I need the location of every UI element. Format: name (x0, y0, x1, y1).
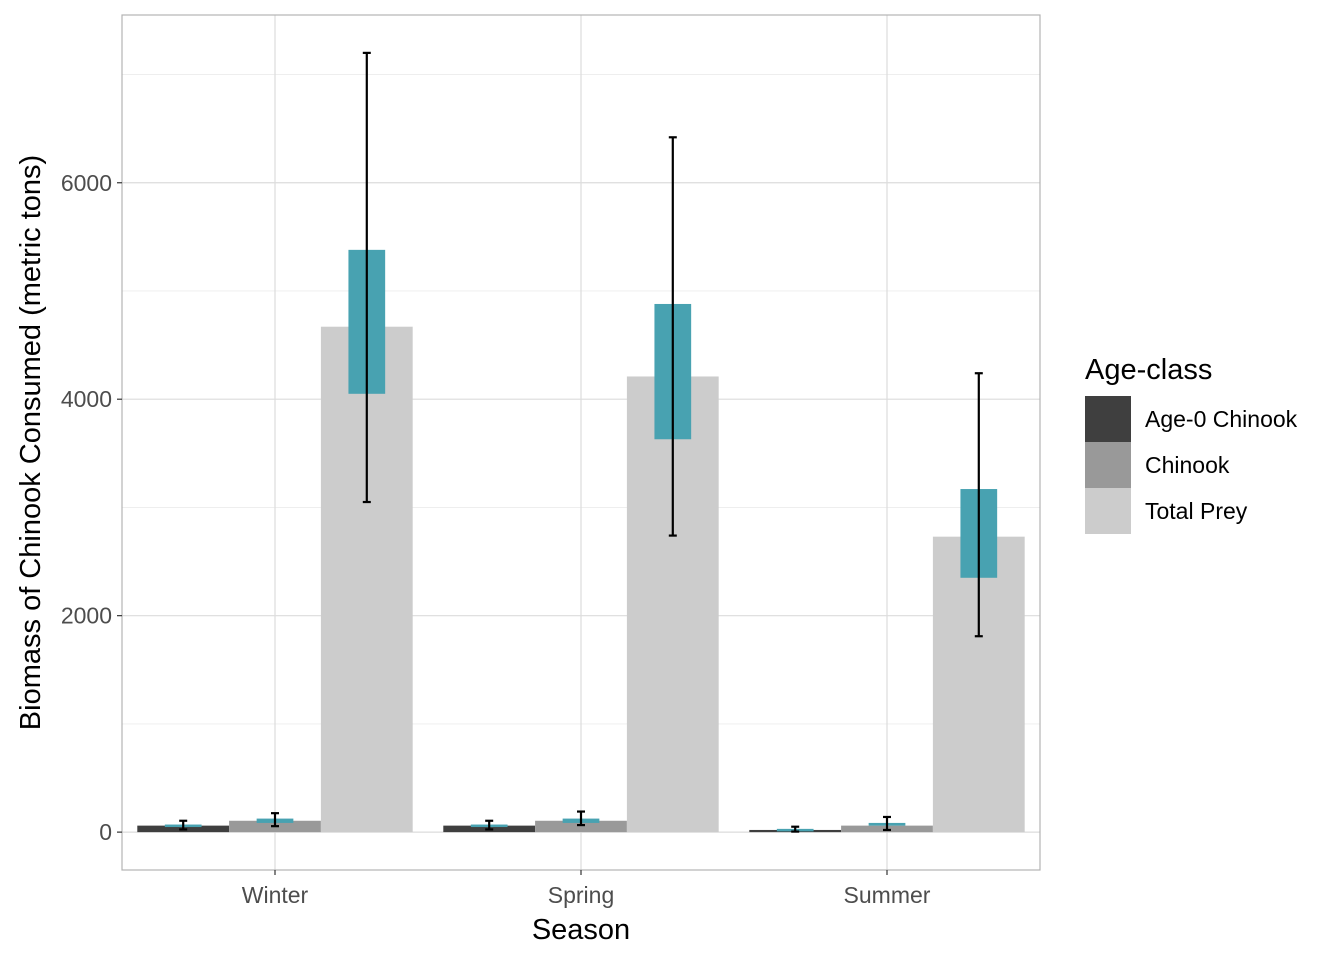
legend-title: Age-class (1085, 354, 1212, 386)
legend: Age-class Age-0 Chinook Chinook Total Prey (1085, 354, 1298, 534)
legend-label: Chinook (1145, 452, 1230, 478)
y-axis: 0 2000 4000 6000 (61, 170, 122, 845)
x-axis: Winter Spring Summer (242, 870, 931, 908)
x-tick-label: Summer (844, 882, 931, 908)
y-tick-label: 4000 (61, 386, 112, 412)
legend-label: Age-0 Chinook (1145, 406, 1298, 432)
bar (535, 820, 627, 833)
legend-key (1085, 442, 1131, 488)
y-axis-title: Biomass of Chinook Consumed (metric tons… (15, 155, 47, 730)
legend-key (1085, 396, 1131, 442)
legend-label: Total Prey (1145, 498, 1248, 524)
y-tick-label: 2000 (61, 603, 112, 629)
x-axis-title: Season (532, 914, 630, 946)
error-bars (179, 51, 983, 833)
y-tick-label: 0 (99, 819, 112, 845)
y-tick-label: 6000 (61, 170, 112, 196)
grid (122, 15, 1040, 870)
legend-key (1085, 488, 1131, 534)
x-tick-label: Winter (242, 882, 309, 908)
x-tick-label: Spring (548, 882, 614, 908)
